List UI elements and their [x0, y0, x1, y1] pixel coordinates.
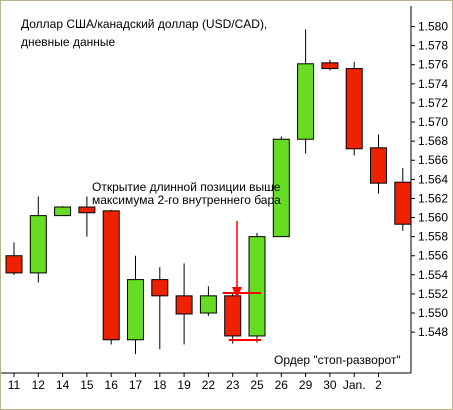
candle-body: [370, 147, 387, 184]
x-tick-label: 22: [202, 378, 216, 392]
x-tick-label: 19: [177, 378, 191, 392]
candle-body: [151, 279, 169, 297]
candle-body: [54, 206, 72, 217]
y-tick-label: 1.578: [418, 39, 448, 53]
x-tick-label: 30: [323, 378, 337, 392]
y-tick-label: 1.574: [418, 77, 448, 91]
x-tick-label: 25: [250, 378, 264, 392]
chart-title-line-2: дневные данные: [21, 35, 115, 49]
x-tick-label: 17: [129, 378, 143, 392]
entry-annotation-line-2: максимума 2-го внутреннего бара: [92, 193, 281, 207]
x-tick-label: 29: [299, 378, 313, 392]
y-tick-label: 1.568: [418, 134, 448, 148]
candle-body: [29, 215, 47, 274]
x-tick-label: 14: [56, 378, 70, 392]
entry-annotation-line-1: Открытие длинной позиции выше: [92, 180, 281, 194]
y-tick-label: 1.556: [418, 249, 448, 263]
candle-body: [78, 206, 96, 214]
x-tick-label: 23: [226, 378, 240, 392]
stop-annotation: Ордер "стоп-разворот": [274, 353, 401, 367]
annotation-markers: [222, 221, 261, 341]
candle-body: [321, 62, 339, 70]
candle-body: [394, 181, 412, 225]
candle-body: [272, 138, 290, 238]
y-tick-label: 1.558: [418, 230, 448, 244]
chart-title-line-1: Доллар США/канадский доллар (USD/CAD),: [21, 17, 267, 31]
y-axis-ticks: 1.548 1.550 1.552 1.554 1.556 1.558 1.560 1.562…: [411, 20, 448, 339]
candle-body: [297, 63, 315, 140]
plot-area: [5, 29, 412, 355]
y-tick-label: 1.552: [418, 287, 448, 301]
y-tick-label: 1.570: [418, 115, 448, 129]
y-tick-label: 1.576: [418, 58, 448, 72]
x-tick-label: 12: [32, 378, 46, 392]
y-tick-label: 1.564: [418, 172, 448, 186]
y-tick-label: 1.580: [418, 20, 448, 34]
x-tick-label: 2: [375, 378, 382, 392]
candle-body: [199, 295, 217, 314]
candle-body: [248, 236, 266, 337]
y-tick-label: 1.566: [418, 153, 448, 167]
candle-body: [102, 210, 120, 341]
y-tick-label: 1.572: [418, 96, 448, 110]
candle-body: [345, 68, 363, 150]
y-tick-label: 1.562: [418, 191, 448, 205]
x-tick-label: Jan.: [343, 378, 366, 392]
candle-body: [175, 295, 193, 315]
y-tick-label: 1.550: [418, 306, 448, 320]
candle-body: [5, 255, 23, 274]
x-axis-ticks: 11 12 14 15 16 17 18 19 22 23 25 26 29 30 Jan. 2: [8, 373, 382, 392]
x-tick-label: 26: [275, 378, 289, 392]
x-tick-label: 16: [105, 378, 119, 392]
y-tick-label: 1.554: [418, 268, 448, 282]
x-tick-label: 15: [80, 378, 94, 392]
y-tick-label: 1.548: [418, 325, 448, 339]
x-tick-label: 11: [8, 378, 21, 392]
candle-body: [224, 295, 242, 337]
candle-body: [127, 279, 144, 341]
y-tick-label: 1.560: [418, 211, 448, 225]
x-tick-label: 18: [153, 378, 167, 392]
